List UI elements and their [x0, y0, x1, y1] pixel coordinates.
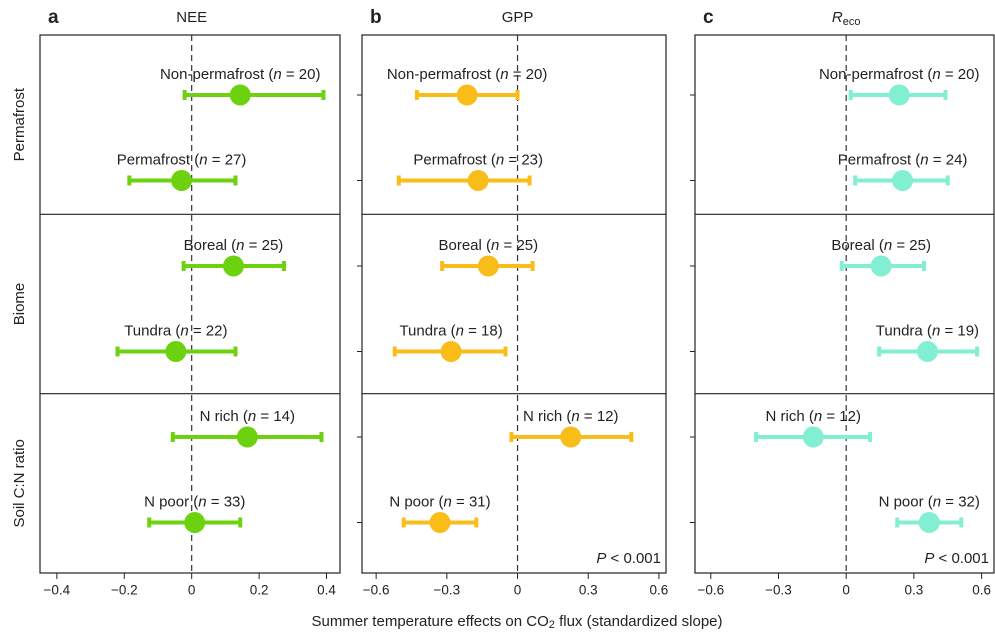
x-tick-label: 0.3	[904, 583, 923, 598]
x-tick-label: 0.2	[250, 583, 269, 598]
row-label: Boreal (n = 25)	[184, 237, 284, 254]
estimate-point	[918, 512, 940, 533]
panel-title-sub: eco	[843, 16, 861, 28]
x-tick-label: 0.4	[317, 583, 336, 598]
panel-title: GPP	[502, 9, 534, 26]
x-axis-label: Summer temperature effects on CO2 flux (…	[311, 613, 722, 631]
x-tick-label: 0.6	[650, 583, 669, 598]
estimate-point	[870, 255, 892, 277]
panel-title: NEE	[176, 9, 207, 26]
x-tick-label: −0.6	[363, 583, 390, 598]
panel-frame	[39, 34, 341, 574]
estimate-point	[236, 426, 258, 448]
group-label: Biome	[11, 283, 28, 326]
estimate-point	[222, 255, 244, 277]
p-value: P < 0.001	[596, 550, 661, 567]
estimate-point	[429, 512, 451, 533]
x-tick-label: −0.3	[434, 583, 461, 598]
estimate-point	[560, 426, 582, 448]
x-tick-label: −0.4	[44, 583, 71, 598]
x-tick-label: 0	[842, 583, 850, 598]
row-label: Tundra (n = 22)	[124, 322, 227, 339]
row-label: Boreal (n = 25)	[831, 237, 931, 254]
panel-letter: c	[703, 7, 714, 28]
estimate-point	[477, 255, 499, 277]
estimate-point	[165, 341, 187, 362]
estimate-point	[184, 512, 206, 533]
estimate-point	[467, 170, 489, 191]
row-label: N rich (n = 12)	[523, 408, 618, 425]
x-tick-label: 0	[514, 583, 522, 598]
group-label: Soil C:N ratio	[11, 439, 28, 527]
row-label: N rich (n = 12)	[766, 408, 861, 425]
row-label: N poor (n = 31)	[389, 493, 490, 510]
x-tick-label: −0.6	[697, 583, 724, 598]
row-label: Non-permafrost (n = 20)	[387, 66, 548, 83]
estimate-point	[892, 170, 914, 191]
panel-letter: b	[370, 7, 382, 28]
row-label: Non-permafrost (n = 20)	[819, 66, 980, 83]
x-tick-label: 0	[188, 583, 196, 598]
p-value: P < 0.001	[924, 550, 989, 567]
x-tick-label: 0.6	[972, 583, 991, 598]
estimate-point	[802, 426, 824, 448]
row-label: Permafrost (n = 27)	[117, 151, 247, 168]
row-label: N poor (n = 32)	[879, 493, 980, 510]
estimate-point	[456, 84, 478, 106]
estimate-point	[916, 341, 938, 362]
estimate-point	[440, 341, 462, 362]
x-tick-label: −0.2	[111, 583, 138, 598]
row-label: Tundra (n = 18)	[399, 322, 502, 339]
estimate-point	[888, 84, 910, 106]
panel-frame	[361, 34, 667, 574]
estimate-point	[229, 84, 251, 106]
group-label: Permafrost	[11, 87, 28, 161]
panel-title: Reco	[832, 9, 861, 28]
panel-letter: a	[48, 7, 59, 28]
row-label: Non-permafrost (n = 20)	[160, 66, 321, 83]
row-label: Boreal (n = 25)	[438, 237, 538, 254]
estimate-point	[171, 170, 193, 191]
x-tick-label: −0.3	[765, 583, 792, 598]
panel-frame	[694, 34, 995, 574]
row-label: N rich (n = 14)	[200, 408, 295, 425]
row-label: Permafrost (n = 24)	[838, 151, 968, 168]
x-tick-label: 0.3	[579, 583, 598, 598]
row-label: N poor (n = 33)	[144, 493, 245, 510]
row-label: Permafrost (n = 23)	[413, 151, 543, 168]
row-label: Tundra (n = 19)	[876, 322, 979, 339]
